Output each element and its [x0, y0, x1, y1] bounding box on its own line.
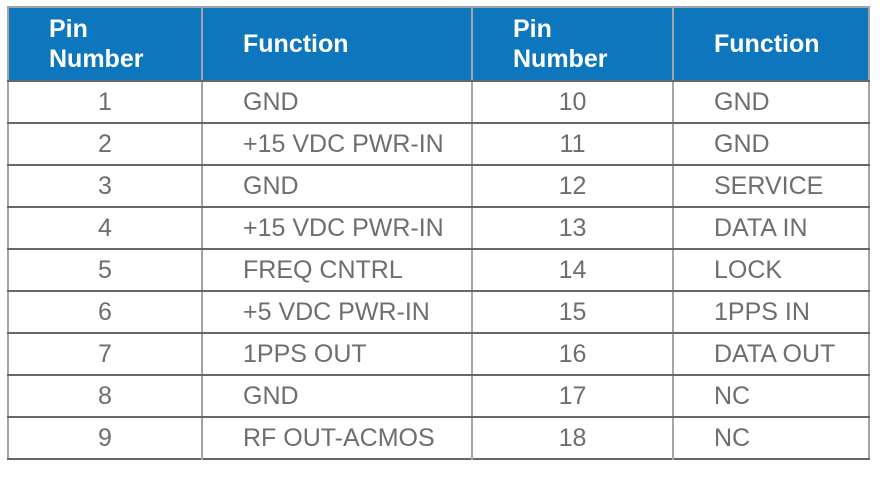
header-function-left: Function: [201, 7, 472, 82]
table-row: 5 FREQ CNTRL 14 LOCK: [8, 249, 869, 292]
function-cell: GND: [672, 81, 869, 124]
pin-cell: 2: [8, 123, 202, 166]
function-cell: FREQ CNTRL: [201, 249, 472, 292]
function-cell: 1PPS IN: [672, 291, 869, 334]
header-function-right: Function: [672, 7, 869, 82]
header-pin-number-left: Pin Number: [8, 7, 202, 82]
table-row: 2 +15 VDC PWR-IN 11 GND: [8, 123, 869, 166]
pin-cell: 9: [98, 423, 112, 452]
pin-cell: 1: [8, 81, 202, 124]
function-cell: +15 VDC PWR-IN: [201, 207, 472, 250]
pin-cell: 4: [8, 207, 202, 250]
table-row: 7 1PPS OUT 16 DATA OUT: [8, 333, 869, 376]
table-row: 9 RF OUT-ACMOS 18 NC: [8, 417, 869, 459]
function-cell: NC: [672, 417, 869, 459]
function-cell: GND: [201, 165, 472, 208]
pin-cell: 17: [471, 375, 673, 418]
function-cell: NC: [672, 375, 869, 418]
pin-assignment-table: Pin Number Function Pin Number Function …: [7, 6, 870, 460]
header-row: Pin Number Function Pin Number Function: [8, 7, 869, 82]
table-row: 8 GND 17 NC: [8, 375, 869, 418]
pin-cell: 7: [8, 333, 202, 376]
table-row: 3 GND 12 SERVICE: [8, 165, 869, 208]
pin-cell: 15: [471, 291, 673, 334]
function-cell: +5 VDC PWR-IN: [201, 291, 472, 334]
function-cell: 1PPS OUT: [201, 333, 472, 376]
function-cell: GND: [201, 375, 472, 418]
table-row: 1 GND 10 GND: [8, 81, 869, 124]
pin-cell: 8: [8, 375, 202, 418]
function-cell: DATA IN: [672, 207, 869, 250]
pin-cell: 3: [8, 165, 202, 208]
function-cell: LOCK: [672, 249, 869, 292]
function-cell: RF OUT-ACMOS: [201, 417, 472, 459]
table-row: 6 +5 VDC PWR-IN 15 1PPS IN: [8, 291, 869, 334]
pin-cell: 5: [8, 249, 202, 292]
function-cell: +15 VDC PWR-IN: [201, 123, 472, 166]
pin-cell: 14: [471, 249, 673, 292]
pin-cell: 18: [471, 417, 673, 459]
pin-cell: 10: [471, 81, 673, 124]
pin-cell: 11: [471, 123, 673, 166]
function-cell: SERVICE: [672, 165, 869, 208]
pin-cell: 6: [8, 291, 202, 334]
table-row: 4 +15 VDC PWR-IN 13 DATA IN: [8, 207, 869, 250]
pin-cell: 16: [471, 333, 673, 376]
function-cell: GND: [672, 123, 869, 166]
pin-cell: 13: [471, 207, 673, 250]
header-pin-number-right: Pin Number: [471, 7, 673, 82]
function-cell: DATA OUT: [672, 333, 869, 376]
pin-cell: 12: [471, 165, 673, 208]
function-cell: GND: [201, 81, 472, 124]
